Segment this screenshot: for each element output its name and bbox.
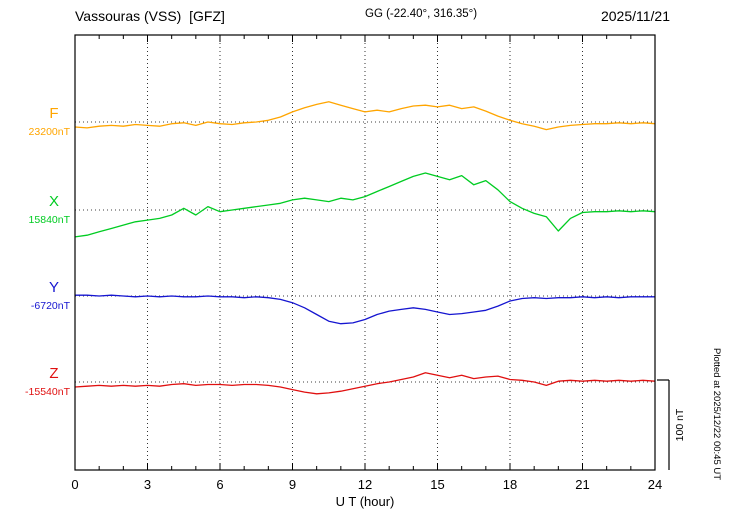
x-tick-label: 15: [430, 477, 444, 492]
trace-Y: [75, 294, 655, 325]
component-baseline-value-Y: -6720nT: [31, 300, 71, 312]
x-tick-label: 6: [216, 477, 223, 492]
x-tick-label: 18: [503, 477, 517, 492]
scale-bar-label: 100 nT: [674, 408, 686, 441]
component-baseline-value-F: 23200nT: [29, 126, 71, 138]
x-tick-label: 9: [289, 477, 296, 492]
component-label-Z: Z: [49, 365, 58, 382]
gridlines: [147, 35, 583, 470]
component-label-X: X: [49, 193, 59, 210]
x-tick-label: 12: [358, 477, 372, 492]
trace-F: [74, 101, 656, 131]
x-tick-label: 21: [575, 477, 589, 492]
plotted-at-note: Plotted at 2025/12/22 00:45 UT: [711, 348, 722, 480]
x-tick-label: 24: [648, 477, 662, 492]
component-baseline-value-Z: -15540nT: [25, 386, 71, 398]
x-tick-label: 3: [144, 477, 151, 492]
trace-Z: [74, 372, 656, 395]
component-label-Y: Y: [49, 279, 59, 296]
plot-date: 2025/11/21: [600, 8, 670, 24]
station-title: Vassouras (VSS) [GFZ]: [75, 8, 225, 24]
axis-ticks: [74, 35, 656, 470]
trace-X: [74, 172, 656, 238]
plot-border: [74, 34, 656, 471]
x-axis-label: U T (hour): [336, 494, 395, 509]
component-label-F: F: [49, 105, 58, 122]
component-baseline-value-X: 15840nT: [29, 214, 71, 226]
geographic-coordinates: GG (-22.40°, 316.35°): [365, 8, 478, 20]
x-tick-label: 0: [71, 477, 78, 492]
